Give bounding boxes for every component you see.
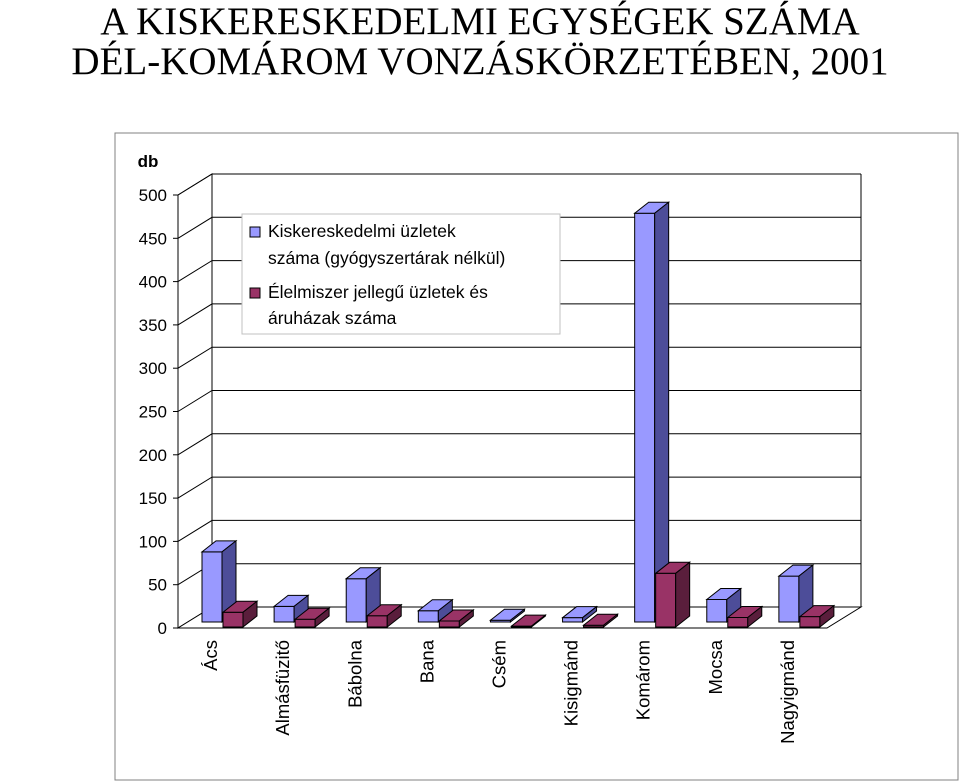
y-tick-labels: 0 50 100 150 200 250 300 350 400 450 500 <box>139 186 178 638</box>
legend-swatch-series1 <box>249 226 261 238</box>
y-tick-label: 250 <box>139 403 167 422</box>
y-tick-label: 150 <box>139 489 167 508</box>
bar-series2 <box>582 613 620 629</box>
bar-side <box>530 614 546 629</box>
bar-front <box>417 610 439 623</box>
bar-series2 <box>221 600 259 629</box>
y-tick-label: 300 <box>139 359 167 378</box>
bar-side <box>314 607 330 629</box>
bar-side <box>242 600 258 629</box>
bar-side <box>509 608 525 624</box>
y-tick-label: 450 <box>139 229 167 248</box>
bar-front <box>366 615 388 628</box>
y-tick-label: 350 <box>139 316 167 335</box>
bar-front <box>273 605 295 623</box>
bar-front <box>799 616 821 628</box>
legend-label-series1-line1: Kiskereskedelmi üzletek <box>268 221 456 241</box>
bar-front <box>222 611 244 628</box>
bar-side <box>386 603 402 629</box>
bar-series2 <box>654 561 692 629</box>
bar-series1 <box>200 539 238 624</box>
chart-title-line2: DÉL-KOMÁROM VONZÁSKÖRZETÉBEN, 2001 <box>71 40 889 83</box>
y-tick-label: 0 <box>158 619 167 638</box>
bar-front <box>655 572 677 628</box>
bar-front <box>727 616 749 628</box>
bar-series2 <box>509 614 547 629</box>
bar-side <box>654 201 670 624</box>
bar-series1 <box>272 594 310 624</box>
bar-series1 <box>777 564 815 624</box>
bar-side <box>819 604 835 629</box>
x-tick-label: Ács <box>200 640 221 671</box>
y-tick-label: 100 <box>139 532 167 551</box>
x-tick-label: Bana <box>416 639 437 683</box>
x-tick-label: Bábolna <box>344 639 365 708</box>
bar-front <box>562 617 584 623</box>
bar-front <box>778 575 800 623</box>
bar-front <box>294 618 316 628</box>
x-tick-label: Nagyigmánd <box>777 640 798 744</box>
x-tick-label: Komárom <box>633 640 654 720</box>
bar-series1 <box>633 201 671 624</box>
bar-front <box>201 551 223 623</box>
bar-side <box>675 561 691 629</box>
bar-side <box>747 605 763 629</box>
bar-front <box>438 620 460 628</box>
bar-series2 <box>798 604 836 629</box>
legend-label-series1-line2: száma (gyógyszertárak nélkül) <box>268 248 505 268</box>
bar-side <box>582 605 598 624</box>
bar-side <box>458 608 474 629</box>
x-tick-label: Kisigmánd <box>561 640 582 726</box>
x-tick-label: Almásfüzitő <box>272 640 293 736</box>
bar-series2 <box>437 608 475 629</box>
y-axis-label: db <box>138 152 159 171</box>
x-tick-label: Csém <box>489 640 510 688</box>
chart-title-line1: A KISKERESKEDELMI EGYSÉGEK SZÁMA <box>100 0 860 43</box>
y-tick-label: 200 <box>139 446 167 465</box>
y-tick-label: 400 <box>139 273 167 292</box>
chart-title: A KISKERESKEDELMI EGYSÉGEK SZÁMA DÉL-KOM… <box>0 2 960 82</box>
bar-series2 <box>726 605 764 629</box>
bar-front <box>706 598 728 623</box>
bar-front <box>345 578 367 623</box>
legend-label-series2-line1: Élelmiszer jellegű üzletek és <box>268 282 488 302</box>
x-tick-labels: Ács Almásfüzitő Bábolna Bana Csém Kisigmánd Ko… <box>200 639 798 744</box>
bar-series1 <box>416 598 454 624</box>
gridline <box>177 173 861 196</box>
legend-swatch-series2 <box>249 287 261 299</box>
y-tick-label: 500 <box>139 186 167 205</box>
bar-front <box>634 212 656 623</box>
y-tick-label: 50 <box>148 576 167 595</box>
legend-label-series2-line2: áruházak száma <box>268 308 397 328</box>
legend-box <box>241 213 561 335</box>
bars <box>200 201 836 629</box>
bar-series1 <box>561 605 599 624</box>
bar-side <box>603 613 619 629</box>
bar-series2 <box>365 603 403 629</box>
bar-series2 <box>293 607 331 629</box>
x-tick-label: Mocsa <box>705 639 726 694</box>
legend: Kiskereskedelmi üzletek száma (gyógyszer… <box>241 213 561 335</box>
bar-series1 <box>488 608 526 624</box>
